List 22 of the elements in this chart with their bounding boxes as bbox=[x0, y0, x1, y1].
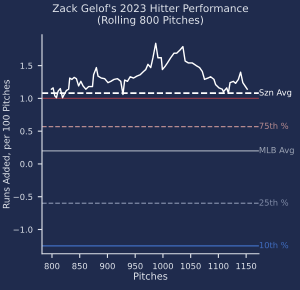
chart-title: Zack Gelof's 2023 Hitter Performance (Rolling 800 Pitches) bbox=[52, 4, 248, 26]
ref-line-label: 75th % bbox=[260, 122, 288, 129]
y-tick-label: 0.5 bbox=[20, 128, 32, 134]
y-tick-label: −0.5 bbox=[14, 194, 32, 200]
x-tick-label: 900 bbox=[100, 262, 115, 270]
ref-line-label: 10th % bbox=[260, 242, 288, 248]
y-tick-label: 0.0 bbox=[20, 160, 32, 168]
x-tick-label: 1100 bbox=[208, 262, 228, 270]
y-tick-label: −1.0 bbox=[14, 226, 32, 233]
x-tick-label: 950 bbox=[128, 262, 143, 270]
ref-line-label: Szn Avg bbox=[259, 89, 292, 98]
x-tick-label: 1050 bbox=[180, 262, 201, 270]
x-tick-label: 850 bbox=[72, 262, 88, 270]
y-tick-label: 1.0 bbox=[20, 95, 32, 102]
x-axis-title: Pitches bbox=[134, 272, 168, 280]
x-tick-label: 1150 bbox=[236, 262, 256, 270]
y-tick-label: 1.5 bbox=[20, 62, 32, 69]
y-axis-title: Runs Added, per 100 Pitches bbox=[2, 80, 12, 208]
ref-line-label: MLB Avg bbox=[260, 147, 294, 155]
x-tick-label: 1000 bbox=[153, 262, 173, 270]
x-tick-label: 800 bbox=[44, 262, 60, 270]
ref-line-label: 25th % bbox=[260, 199, 288, 206]
